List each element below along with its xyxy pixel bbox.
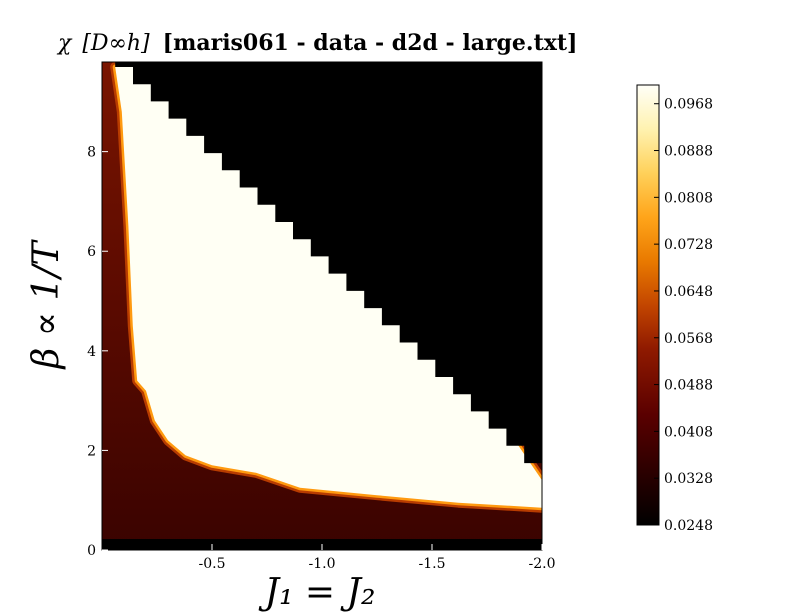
colorbar-tick-label: 0.0968 bbox=[664, 97, 713, 113]
y-tick-label: 0 bbox=[87, 543, 96, 559]
plateau-region bbox=[115, 67, 542, 508]
colorbar-ticks: 0.0968 0.0888 0.0808 0.0728 0.0648 0.0568 0.04… bbox=[654, 97, 713, 534]
chart-title: χ [D∞h] [maris061 - data - d2d - large.t… bbox=[56, 30, 577, 56]
colorbar-tick-label: 0.0808 bbox=[664, 190, 713, 206]
x-tick-label: -1.5 bbox=[419, 556, 446, 572]
masked-region bbox=[115, 62, 542, 481]
colorbar-tick-label: 0.0568 bbox=[664, 331, 713, 347]
title-prefix: χ bbox=[56, 31, 73, 56]
colorbar-tick-label: 0.0248 bbox=[664, 518, 713, 534]
x-axis-ticks: -0.5 -1.0 -1.5 -2.0 bbox=[199, 544, 556, 572]
x-tick-label: -1.0 bbox=[309, 556, 336, 572]
y-tick-label: 2 bbox=[87, 443, 96, 459]
x-tick-label: -0.5 bbox=[199, 556, 226, 572]
x-tick-label: -2.0 bbox=[529, 556, 556, 572]
colorbar-tick-label: 0.0408 bbox=[664, 424, 713, 440]
colorbar-tick-label: 0.0728 bbox=[664, 237, 713, 253]
y-tick-label: 4 bbox=[87, 344, 96, 360]
y-tick-label: 6 bbox=[87, 244, 96, 260]
y-tick-label: 8 bbox=[87, 145, 96, 161]
title-group: [D∞h] bbox=[82, 31, 150, 56]
title-file: [maris061 - data - d2d - large.txt] bbox=[163, 30, 578, 56]
x-axis-label: J₁ = J₂ bbox=[258, 572, 376, 612]
colorbar-tick-label: 0.0648 bbox=[664, 284, 713, 300]
colorbar-tick-label: 0.0328 bbox=[664, 471, 713, 487]
colorbar-tick-label: 0.0488 bbox=[664, 378, 713, 394]
y-axis-ticks: 0 2 4 6 8 bbox=[87, 145, 108, 559]
y-axis-label: β ∝ 1/T bbox=[26, 238, 67, 370]
colorbar-tick-label: 0.0888 bbox=[664, 144, 713, 160]
colorbar bbox=[636, 84, 660, 526]
heatmap-plot bbox=[102, 62, 542, 550]
